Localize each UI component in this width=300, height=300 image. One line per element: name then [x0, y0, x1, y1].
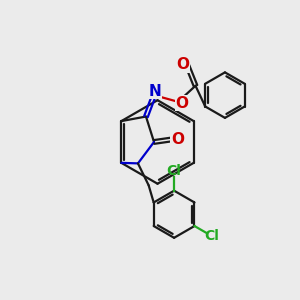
- Text: O: O: [176, 96, 189, 111]
- Text: O: O: [176, 57, 189, 72]
- Text: Cl: Cl: [204, 229, 219, 243]
- Text: Cl: Cl: [167, 164, 182, 178]
- Text: O: O: [171, 132, 184, 147]
- Text: N: N: [149, 84, 162, 99]
